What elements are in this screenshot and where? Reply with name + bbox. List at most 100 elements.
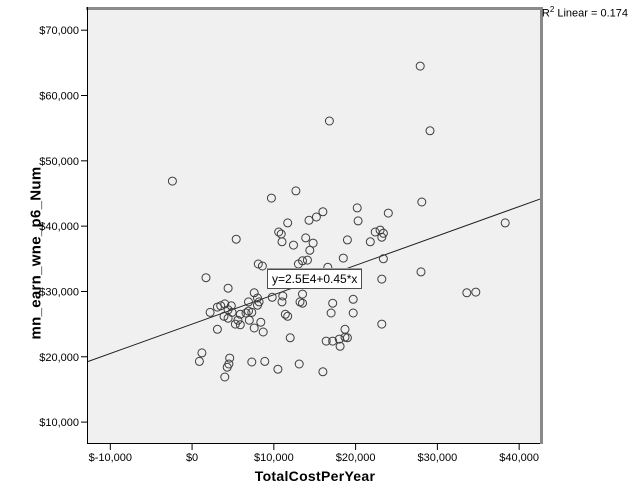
scatter-point xyxy=(298,256,307,266)
scatter-point xyxy=(258,327,268,337)
scatter-point xyxy=(285,333,295,343)
scatter-point xyxy=(298,298,307,308)
scatter-point xyxy=(416,267,426,277)
scatter-point xyxy=(222,362,232,372)
scatter-point xyxy=(294,359,304,369)
scatter-point xyxy=(291,186,301,196)
scatter-point xyxy=(225,353,235,363)
x-tick-label: $10,000 xyxy=(254,452,294,464)
scatter-point xyxy=(353,216,363,226)
y-tick-label: $30,000 xyxy=(39,286,79,298)
scatter-point xyxy=(223,283,233,293)
x-axis-ticks: $-10,000 $0 $10,000 $20,000 $30,000 $40,000 xyxy=(89,444,539,464)
scatter-point xyxy=(301,233,311,243)
scatter-point xyxy=(304,215,314,225)
scatter-point xyxy=(375,225,385,235)
scatter-point xyxy=(220,372,230,382)
scatter-point xyxy=(253,293,262,303)
regression-equation-label: y=2.5E4+0.45*x xyxy=(267,269,363,289)
scatter-point xyxy=(324,116,334,126)
x-tick-label: $20,000 xyxy=(336,452,376,464)
scatter-point xyxy=(244,315,254,325)
y-axis-title: mn_earn_wne_p6_Num xyxy=(27,166,45,340)
scatter-point xyxy=(273,364,283,374)
scatter-point xyxy=(321,336,331,346)
plot-area xyxy=(87,7,540,443)
scatter-point xyxy=(254,297,264,307)
scatter-point xyxy=(253,259,263,269)
scatter-point xyxy=(197,348,207,358)
scatter-point xyxy=(223,313,233,323)
scatter-point xyxy=(305,245,315,255)
scatter-points xyxy=(167,61,510,382)
scatter-point xyxy=(338,253,348,263)
scatter-point xyxy=(471,287,481,297)
scatter-point xyxy=(231,234,241,244)
y-tick-label: $60,000 xyxy=(39,91,79,103)
scatter-point xyxy=(417,197,427,207)
scatter-point xyxy=(462,288,472,298)
y-axis-ticks: $10,000 $20,000 $30,000 $40,000 $50,000 $60,0… xyxy=(39,25,87,429)
scatter-point xyxy=(352,203,362,213)
scatter-point xyxy=(235,320,245,330)
x-tick-label: $-10,000 xyxy=(89,452,132,464)
y-tick-label: $50,000 xyxy=(39,156,79,168)
y-tick-label: $10,000 xyxy=(39,417,79,429)
scatter-point xyxy=(318,367,328,377)
scatter-point xyxy=(212,324,222,334)
scatter-point xyxy=(216,301,226,311)
scatter-point xyxy=(342,333,352,343)
scatter-point xyxy=(257,261,267,271)
scatter-point xyxy=(201,273,211,283)
scatter-point xyxy=(267,292,277,302)
scatter-point xyxy=(328,336,338,346)
y-tick-label: $40,000 xyxy=(39,221,79,233)
scatter-point xyxy=(383,208,393,218)
scatter-point xyxy=(241,308,251,318)
scatter-point xyxy=(377,232,387,242)
scatter-point xyxy=(415,61,425,71)
scatter-point xyxy=(378,228,388,238)
scatter-point xyxy=(335,341,345,351)
scatter-point xyxy=(348,308,358,318)
scatter-point xyxy=(311,212,321,222)
scatter-point xyxy=(167,176,177,186)
scatter-point xyxy=(283,218,293,228)
scatter-point xyxy=(235,309,245,319)
r-squared-value: Linear = 0.174 xyxy=(554,7,628,20)
scatter-point xyxy=(249,323,259,333)
x-axis-title: TotalCostPerYear xyxy=(254,468,376,484)
scatter-point xyxy=(378,254,388,264)
scatter-point xyxy=(244,297,253,307)
scatter-point xyxy=(230,319,240,329)
scatter-point xyxy=(274,227,284,237)
x-tick-label: $40,000 xyxy=(499,452,539,464)
scatter-point xyxy=(289,240,298,250)
scatter-point xyxy=(278,291,288,301)
scatter-point xyxy=(277,237,287,247)
scatter-point xyxy=(256,317,266,327)
x-tick-label: $0 xyxy=(186,452,198,464)
scatter-point xyxy=(328,298,338,308)
scatter-point xyxy=(266,193,276,203)
scatter-point xyxy=(326,308,336,318)
y-tick-label: $20,000 xyxy=(39,352,79,364)
scatter-point xyxy=(500,218,510,228)
x-tick-label: $30,000 xyxy=(417,452,457,464)
scatter-point xyxy=(377,274,387,284)
scatter-point xyxy=(283,311,293,321)
scatter-point xyxy=(280,309,290,319)
scatter-point xyxy=(318,207,328,217)
r-squared-annotation: R2 Linear = 0.174 xyxy=(542,5,628,20)
r-squared-exponent: 2 xyxy=(549,5,555,14)
r-squared-r: R xyxy=(541,7,550,20)
scatter-point xyxy=(308,238,318,248)
scatter-point xyxy=(249,288,259,298)
scatter-point xyxy=(298,289,307,299)
scatter-point xyxy=(365,237,375,247)
scatter-point xyxy=(205,307,215,317)
scatter-point xyxy=(425,126,435,136)
scatter-point xyxy=(247,307,257,317)
scatter-point xyxy=(342,235,352,245)
